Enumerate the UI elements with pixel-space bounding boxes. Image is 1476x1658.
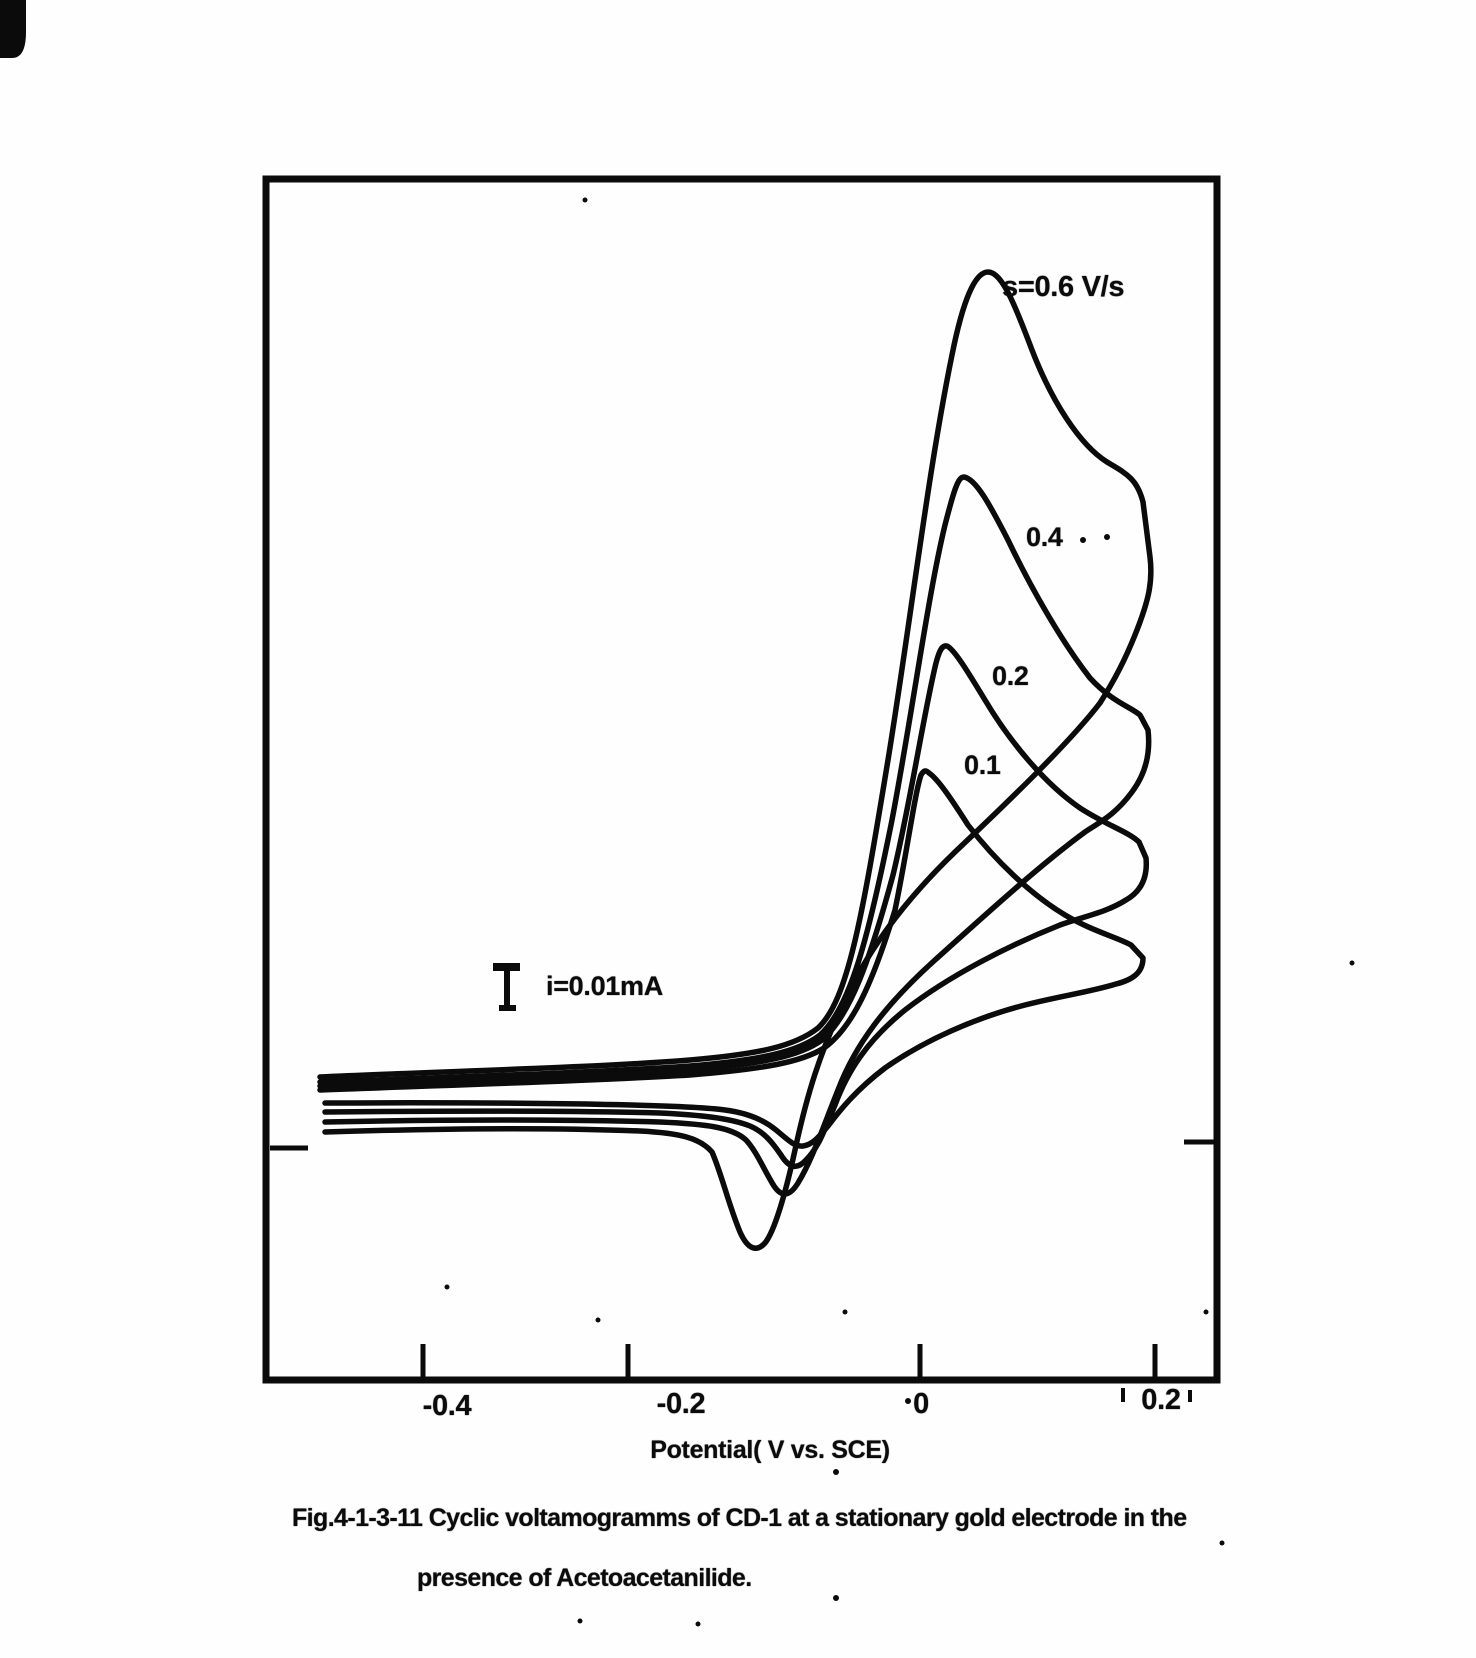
scan-rate-label-0.1: 0.1	[964, 750, 1001, 780]
x-tick-label-neg04: -0.4	[422, 1390, 472, 1422]
current-scale-bar	[493, 963, 520, 1011]
scan-rate-label-0.6: s=0.6 V/s	[1002, 271, 1125, 303]
x-tick-label-neg02: -0.2	[656, 1388, 706, 1420]
cv-curve-s02	[317, 643, 1150, 1169]
zero-current-ticks	[270, 1139, 1216, 1151]
x-axis-ticks	[420, 1344, 1158, 1378]
cv-curve-s01	[317, 768, 1146, 1149]
x-tick-label-02: 0.2	[1141, 1384, 1181, 1416]
x-axis-title: Potential( V vs. SCE)	[650, 1436, 890, 1464]
figure-caption-line1: Fig.4-1-3-11 Cyclic voltamogramms of CD-…	[292, 1504, 1187, 1532]
plot-border	[262, 175, 1221, 1384]
figure-caption-line2: presence of Acetoacetanilide.	[417, 1564, 752, 1592]
scan-rate-label-0.4: 0.4	[1026, 522, 1063, 552]
scan-noise-specks	[444, 197, 1355, 1627]
cv-curve-s04	[317, 474, 1152, 1197]
x-tick-label-0: 0	[913, 1388, 929, 1420]
scan-rate-label-0.2: 0.2	[992, 661, 1029, 691]
cv-curve-s06	[317, 269, 1154, 1251]
scan-corner-blob	[0, 0, 26, 58]
scale-bar-label: i=0.01mA	[546, 971, 663, 1001]
